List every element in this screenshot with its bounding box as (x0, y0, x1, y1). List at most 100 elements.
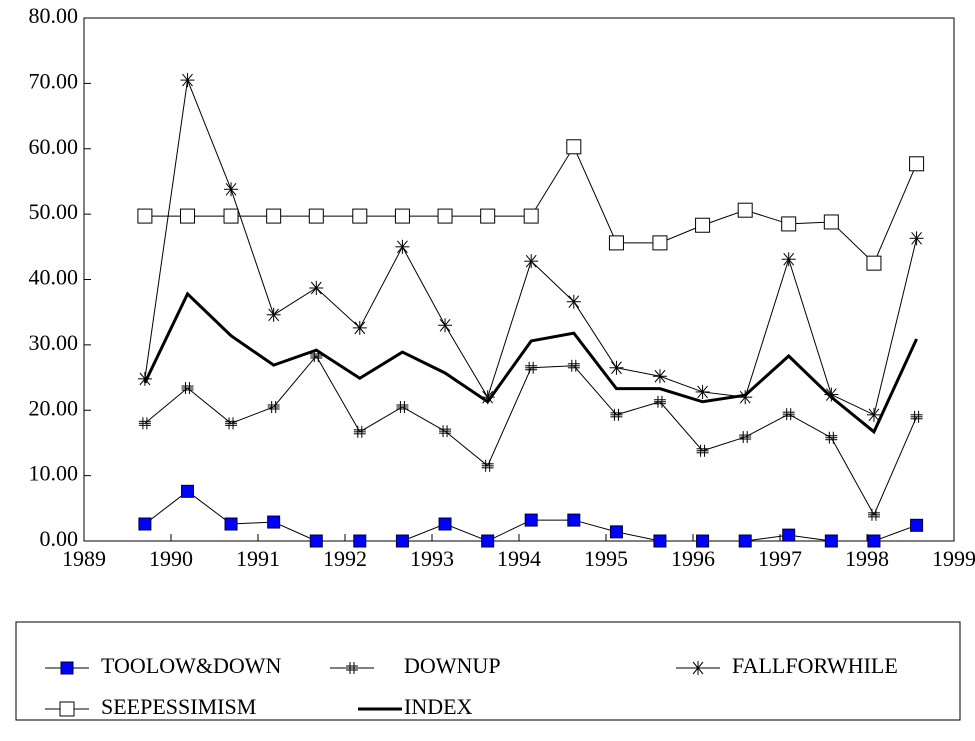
x-tick-label: 1989 (62, 546, 106, 571)
marker (438, 517, 452, 531)
marker (180, 73, 195, 88)
marker (739, 431, 752, 444)
series-line (144, 355, 918, 516)
marker (396, 400, 409, 413)
marker (308, 208, 324, 224)
marker (181, 484, 195, 498)
x-tick-label: 1999 (932, 546, 975, 571)
marker (267, 400, 280, 413)
legend-entry: FALLFORWHILE (676, 653, 898, 678)
marker (653, 534, 667, 548)
marker-square (223, 208, 239, 224)
legend-entry: DOWNUP (330, 653, 501, 678)
marker (567, 513, 581, 527)
marker-square (353, 534, 367, 548)
marker (695, 217, 711, 233)
marker (266, 208, 282, 224)
marker (909, 156, 925, 172)
marker-square (138, 517, 152, 531)
series-line (144, 78, 918, 416)
marker (567, 359, 580, 372)
marker-square (866, 255, 882, 271)
marker (352, 208, 368, 224)
marker-square (181, 484, 195, 498)
x-tick-label: 1996 (671, 546, 715, 571)
y-tick-label: 50.00 (29, 199, 79, 224)
marker-square (867, 534, 881, 548)
marker (825, 431, 838, 444)
marker (695, 384, 710, 399)
marker-square (308, 208, 324, 224)
legend-label: FALLFORWHILE (732, 653, 898, 678)
marker (481, 534, 495, 548)
marker-square (781, 216, 797, 232)
y-tick-label: 70.00 (29, 68, 79, 93)
marker-square (824, 534, 838, 548)
marker-square (480, 208, 496, 224)
marker (267, 515, 281, 529)
legend-entry: SEEPESSIMISM (45, 694, 256, 719)
marker (609, 525, 623, 539)
y-tick-label: 0.00 (40, 526, 79, 551)
marker (180, 208, 196, 224)
legend-entry: TOOLOW&DOWN (45, 653, 282, 678)
marker (353, 534, 367, 548)
marker (395, 239, 410, 254)
marker-square (782, 528, 796, 542)
marker (738, 534, 752, 548)
marker-square (566, 139, 582, 155)
x-tick-label: 1992 (323, 546, 367, 571)
marker-square (137, 208, 153, 224)
marker-square (180, 208, 196, 224)
marker (225, 417, 238, 430)
marker-square (696, 534, 710, 548)
plot-frame (83, 17, 955, 542)
marker (610, 408, 623, 421)
legend-label: INDEX (404, 694, 473, 719)
marker-square (438, 517, 452, 531)
marker (866, 407, 881, 422)
marker (224, 517, 238, 531)
marker (910, 518, 924, 532)
marker (781, 252, 796, 267)
legend-label: SEEPESSIMISM (101, 694, 256, 719)
y-tick-label: 80.00 (29, 3, 79, 28)
marker (223, 208, 239, 224)
marker (480, 208, 496, 224)
marker (910, 410, 923, 423)
marker-square (59, 701, 75, 717)
marker (608, 235, 624, 251)
y-tick-label: 10.00 (29, 461, 79, 486)
marker-square (352, 208, 368, 224)
marker (823, 214, 839, 230)
marker (346, 662, 358, 674)
marker-square (608, 235, 624, 251)
x-tick-label: 1990 (149, 546, 193, 571)
marker (566, 139, 582, 155)
marker (696, 534, 710, 548)
marker-square (567, 513, 581, 527)
marker (353, 425, 366, 438)
marker-square (309, 534, 323, 548)
marker (653, 395, 666, 408)
marker-square (910, 518, 924, 532)
marker (824, 534, 838, 548)
series-line (143, 291, 918, 435)
x-tick-label: 1997 (758, 546, 802, 571)
marker (566, 294, 581, 309)
marker-square (695, 217, 711, 233)
y-tick-label: 30.00 (29, 330, 79, 355)
marker (781, 216, 797, 232)
marker (524, 513, 538, 527)
marker (867, 534, 881, 548)
marker (438, 318, 453, 333)
marker (866, 255, 882, 271)
y-tick-label: 20.00 (29, 395, 79, 420)
marker (691, 661, 705, 675)
marker-square (653, 534, 667, 548)
x-tick-label: 1998 (845, 546, 889, 571)
x-tick-label: 1994 (497, 546, 541, 571)
marker (352, 320, 367, 335)
marker (782, 528, 796, 542)
